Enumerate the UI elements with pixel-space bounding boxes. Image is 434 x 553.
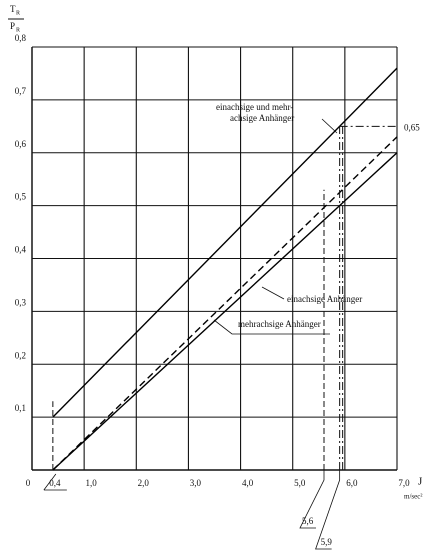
series-label: achsige Anhänger — [230, 113, 294, 123]
label-leader — [261, 286, 285, 300]
x-tick-label: 3,0 — [190, 478, 202, 488]
series-label: einachsige Anhänger — [287, 294, 362, 304]
annotation-leader — [43, 473, 67, 491]
y-tick-label: 0,4 — [15, 245, 27, 255]
x-tick-label: 7,0 — [398, 478, 410, 488]
reference-label: 0,65 — [404, 122, 420, 132]
series-line — [52, 152, 398, 471]
y-label-subscript: R — [16, 10, 20, 16]
x-tick-label: 2,0 — [138, 478, 150, 488]
y-label-numerator: T — [10, 4, 16, 14]
y-label-denominator: P — [10, 21, 15, 31]
y-tick-label: 0,5 — [15, 192, 27, 202]
x-tick-label: 6,0 — [346, 478, 358, 488]
label-leader — [321, 118, 338, 134]
y-label-subscript: R — [16, 27, 20, 33]
series-label: einachsige und mehr- — [216, 102, 293, 112]
y-tick-label: 0,8 — [15, 33, 27, 43]
x-label: J — [418, 476, 423, 488]
annotation-label: 0,4 — [49, 478, 61, 488]
x-tick-label: 0 — [26, 478, 31, 488]
annotation-label: 5,9 — [321, 537, 333, 547]
x-tick-label: 5,0 — [294, 478, 306, 488]
annotation-leader — [299, 470, 325, 529]
annotation-label: 5,6 — [302, 516, 314, 526]
x-tick-label: 1,0 — [86, 478, 98, 488]
y-tick-label: 0,7 — [15, 86, 27, 96]
y-tick-label: 0,3 — [15, 297, 27, 307]
y-tick-label: 0,2 — [15, 350, 26, 360]
series-label: mehrachsige Anhänger — [238, 319, 321, 329]
y-tick-label: 0,1 — [15, 403, 26, 413]
x-tick-label: 4,0 — [242, 478, 254, 488]
x-unit: m/sec² — [404, 493, 422, 501]
y-tick-label: 0,6 — [15, 139, 27, 149]
label-leader — [213, 319, 330, 335]
